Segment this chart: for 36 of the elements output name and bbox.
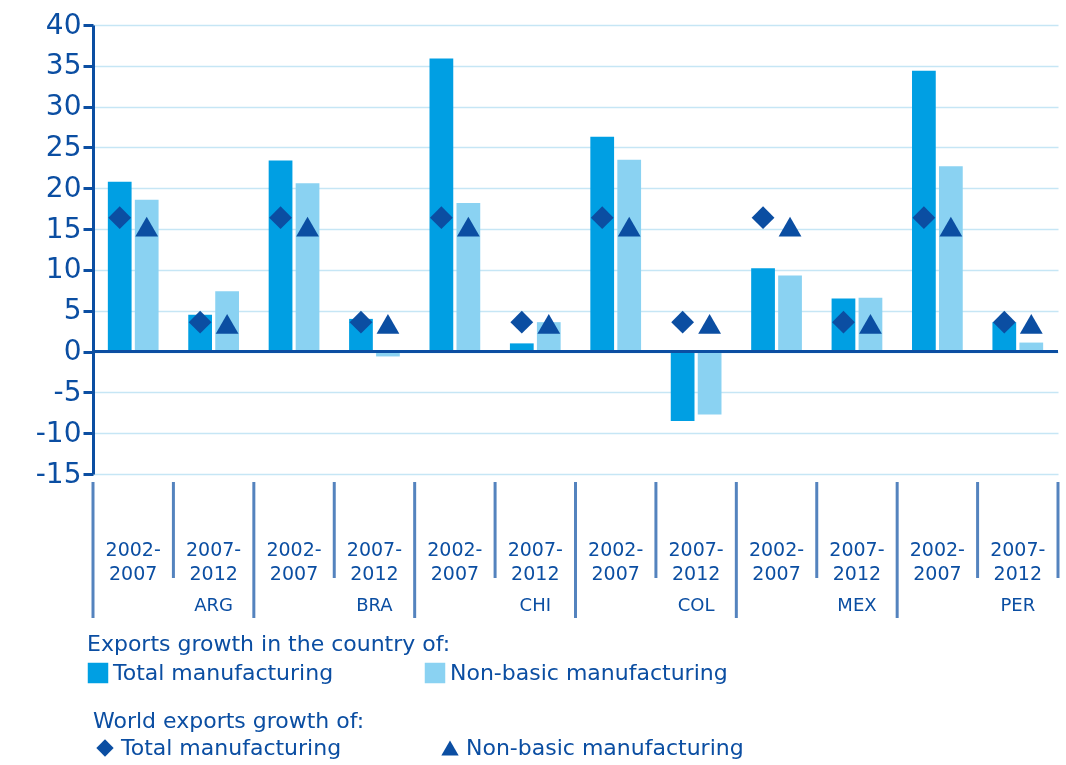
- text: BRA: [356, 594, 394, 615]
- y-tick-label: 0: [63, 334, 82, 368]
- legend-label: Non-basic manufacturing: [450, 660, 728, 685]
- x-tick-label: 2007-2012: [507, 537, 563, 584]
- text: MEX: [837, 594, 877, 615]
- legend-title: Exports growth in the country of:: [87, 631, 451, 656]
- y-tick-label: 40: [45, 7, 82, 41]
- legend-label: Total manufacturing: [112, 660, 334, 685]
- x-tick-label: 2002-2007: [588, 537, 644, 584]
- legend-label: Non-basic manufacturing: [466, 735, 744, 760]
- y-tick-label: 25: [45, 129, 82, 163]
- y-tick-label: -5: [53, 374, 82, 408]
- x-tick-label: 2002-2007: [748, 537, 805, 584]
- text: World exports growth of:: [93, 708, 365, 733]
- y-tick-label: 5: [63, 293, 82, 327]
- legend-label: Total manufacturing: [120, 735, 342, 760]
- x-tick-label: 2007-2012: [990, 537, 1046, 584]
- y-tick-label: 30: [45, 89, 82, 123]
- x-tick-label: 2007-2012: [829, 537, 885, 584]
- x-tick-label: 2002-2007: [427, 537, 483, 584]
- y-tick-label: -10: [35, 415, 82, 449]
- x-tick-label: 2007-2012: [668, 537, 724, 584]
- text: ARG: [194, 594, 234, 615]
- text: PER: [1000, 594, 1036, 615]
- y-tick-label: 15: [45, 211, 82, 245]
- x-tick-label: 2002-2007: [105, 537, 161, 584]
- x-tick-label: 2007-2012: [186, 537, 242, 584]
- y-tick-label: 10: [45, 252, 82, 286]
- x-tick-label: 2002-2007: [266, 537, 322, 584]
- x-tick-label: 2007-2012: [346, 537, 403, 584]
- text: CHI: [519, 594, 551, 615]
- text: COL: [677, 594, 715, 615]
- y-tick-label: 20: [45, 170, 82, 204]
- y-tick-label: -15: [35, 456, 82, 490]
- x-tick-label: 2002-2007: [909, 537, 965, 584]
- y-tick-label: 35: [45, 48, 82, 82]
